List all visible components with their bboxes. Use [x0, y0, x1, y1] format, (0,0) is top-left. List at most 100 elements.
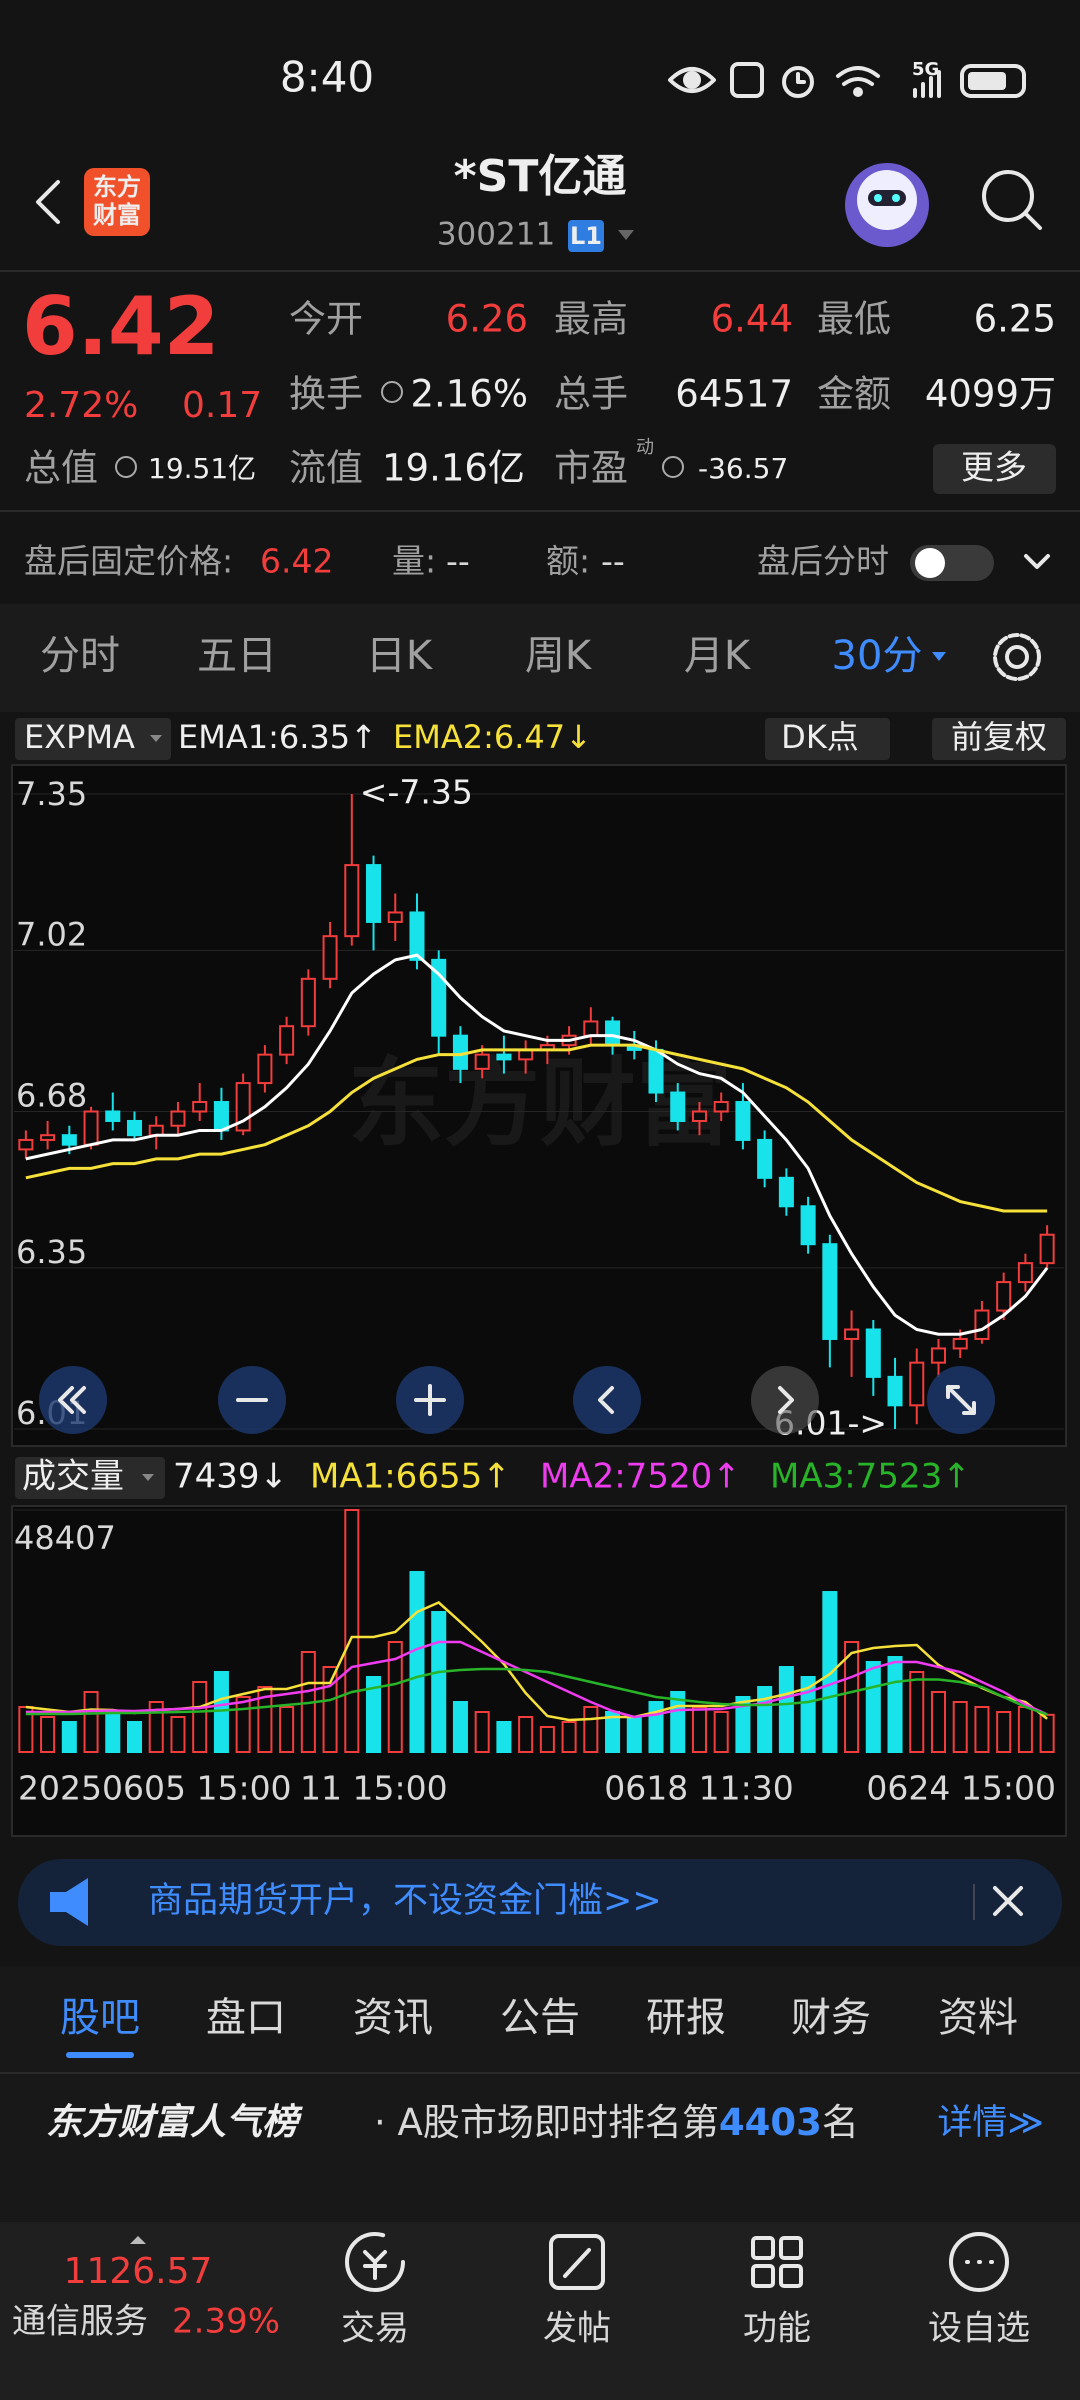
- toggle-knob: [915, 548, 945, 578]
- index-change: 2.39%: [172, 2302, 280, 2342]
- candle-body: [648, 1048, 664, 1094]
- megaphone: [50, 1878, 88, 1926]
- stat-sup: 动: [636, 437, 654, 458]
- nav-icons: [345, 2232, 1009, 2292]
- ma-line: [25, 1667, 1048, 1716]
- volume-bar: [865, 1661, 881, 1754]
- candle-body: [735, 1101, 751, 1141]
- period-tab[interactable]: 五日: [197, 633, 277, 679]
- ad-text[interactable]: 商品期货开户，不设资金门槛>>: [148, 1881, 662, 1921]
- candle-body: [952, 1337, 968, 1350]
- ad-banner[interactable]: [18, 1859, 1062, 1946]
- section-tab[interactable]: 盘口: [206, 1995, 286, 2041]
- period-tab[interactable]: 分时: [40, 633, 120, 679]
- candle-body: [605, 1020, 621, 1047]
- after-label: 量:: [392, 542, 436, 581]
- back-button[interactable]: [36, 180, 60, 224]
- volume-bar: [713, 1711, 729, 1753]
- level-badge: [568, 220, 604, 252]
- section-tab[interactable]: 财务: [791, 1995, 871, 2041]
- candle-body: [170, 1110, 186, 1127]
- candle-body: [713, 1101, 729, 1113]
- candle-body: [1039, 1233, 1055, 1265]
- stat-value: 6.26: [446, 298, 528, 341]
- stat-value: 4099万: [925, 373, 1056, 416]
- adjust-button[interactable]: [932, 718, 1066, 760]
- candle-body: [757, 1138, 773, 1179]
- candle-body: [409, 911, 425, 961]
- section-tab[interactable]: 研报: [646, 1995, 726, 2041]
- stock-code: 300211: [437, 217, 555, 253]
- candle-body: [105, 1110, 121, 1122]
- indicator-select[interactable]: [15, 1457, 165, 1499]
- dk-button[interactable]: [765, 718, 890, 760]
- section-tab[interactable]: 资料: [938, 1995, 1018, 2041]
- watermark: 东方财富: [348, 1047, 732, 1159]
- adjust-button[interactable]: 前复权: [951, 718, 1047, 756]
- volume-bar: [952, 1701, 968, 1753]
- nav-item[interactable]: 功能: [743, 2309, 811, 2349]
- volume-bar: [561, 1721, 577, 1754]
- candle-body: [18, 1138, 34, 1151]
- volume-bar: [626, 1716, 642, 1753]
- section-tab[interactable]: 公告: [500, 1995, 580, 2041]
- chart-layer: 东方财富7.357.026.686.356.01<-7.356.01->4840…: [14, 773, 1064, 1808]
- candle-body: [322, 935, 338, 980]
- ema-line: [25, 953, 1049, 1336]
- search-button[interactable]: [982, 170, 1042, 230]
- status-time: 8:40: [280, 53, 374, 102]
- stat-label: 换手: [289, 373, 363, 416]
- close-ad[interactable]: [993, 1886, 1023, 1916]
- volume-bar: [387, 1641, 403, 1753]
- more-button[interactable]: [933, 444, 1056, 494]
- nav-item[interactable]: 设自选: [928, 2309, 1030, 2349]
- dropdown[interactable]: [618, 230, 634, 240]
- candle-body: [583, 1020, 599, 1037]
- avatar[interactable]: [845, 163, 929, 247]
- popularity-detail[interactable]: 详情≫: [937, 2103, 1044, 2143]
- candle-body: [691, 1110, 707, 1122]
- period-tab[interactable]: 30分: [832, 633, 923, 679]
- period-tab[interactable]: 周K: [525, 633, 593, 679]
- period-tab[interactable]: 月K: [684, 633, 752, 679]
- dropdown: [142, 1474, 154, 1481]
- stat-label: 市盈: [554, 447, 628, 490]
- volume-bar: [192, 1681, 208, 1754]
- volume-bar: [496, 1721, 512, 1754]
- candle-body: [83, 1110, 99, 1146]
- volume-bar: [105, 1711, 121, 1753]
- more-button[interactable]: 更多: [961, 448, 1027, 487]
- dropdown: [150, 735, 162, 742]
- indicator-select[interactable]: [15, 718, 171, 760]
- volume-bar: [909, 1671, 925, 1754]
- candle-body: [822, 1243, 838, 1340]
- stat-value: 64517: [675, 373, 793, 416]
- dk-button[interactable]: DK点: [781, 718, 859, 756]
- section-tab[interactable]: 资讯: [353, 1995, 433, 2041]
- nav-item[interactable]: 交易: [341, 2309, 409, 2349]
- settings[interactable]: [993, 633, 1041, 681]
- y-tick-label: 48407: [14, 1519, 116, 1557]
- volume-bar: [518, 1716, 534, 1753]
- change-pct: 2.72%: [24, 385, 138, 426]
- x-tick-label: 20250605 15:00: [18, 1769, 292, 1808]
- volume-bar: [583, 1706, 599, 1753]
- candle-body: [126, 1119, 143, 1137]
- ema-line: [25, 1043, 1048, 1213]
- candle-body: [778, 1176, 794, 1208]
- period-dropdown[interactable]: [932, 652, 946, 661]
- indicator: EXPMA: [24, 718, 135, 756]
- candle-body: [300, 977, 316, 1028]
- section-tab[interactable]: 股吧: [60, 1995, 140, 2041]
- candle-body: [40, 1134, 56, 1141]
- nav-item[interactable]: 发帖: [543, 2309, 611, 2349]
- info-icons: [115, 381, 684, 478]
- stat-value: -36.57: [698, 452, 788, 485]
- volume-bar: [930, 1691, 947, 1753]
- volume-bar: [996, 1711, 1012, 1753]
- period-tab[interactable]: 日K: [366, 633, 434, 679]
- expand[interactable]: [1024, 554, 1050, 569]
- price-panel: [11, 764, 1067, 1447]
